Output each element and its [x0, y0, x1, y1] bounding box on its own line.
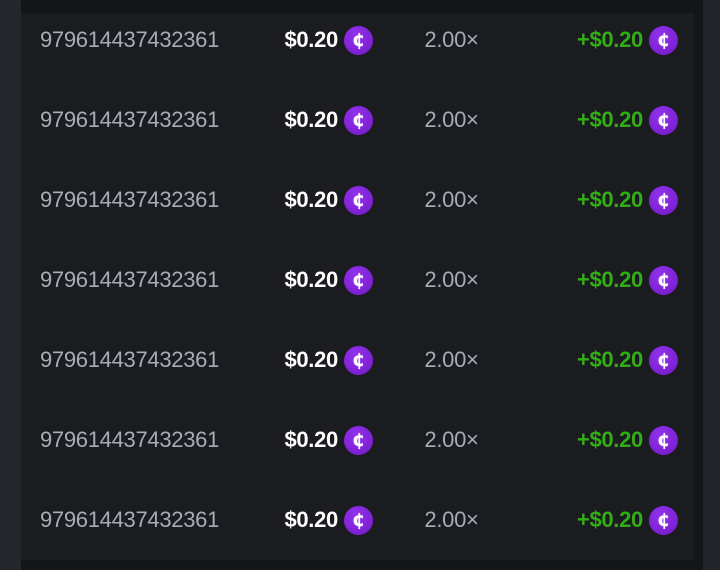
cent-coin-icon: ¢	[649, 105, 678, 135]
bet-multiplier: 2.00×	[424, 427, 479, 452]
bet-amount-value: $0.20	[284, 507, 338, 532]
bet-row[interactable]: 979614437432361 $0.20 ¢ 2.00× +$0.20 ¢	[21, 240, 694, 320]
cent-coin-icon: ¢	[649, 505, 678, 535]
bet-amount: $0.20 ¢	[245, 265, 373, 295]
bet-multiplier: 2.00×	[424, 507, 479, 532]
cent-coin-icon: ¢	[649, 265, 678, 295]
bet-id: 979614437432361	[40, 507, 220, 532]
bet-id: 979614437432361	[40, 427, 220, 452]
bet-multiplier: 2.00×	[424, 267, 479, 292]
bet-row[interactable]: 979614437432361 $0.20 ¢ 2.00× +$0.20 ¢	[21, 0, 694, 80]
bet-payout-value: +$0.20	[576, 267, 643, 292]
cent-coin-icon: ¢	[344, 25, 373, 55]
bet-payout: +$0.20 ¢	[530, 345, 678, 375]
cent-coin-icon: ¢	[344, 105, 373, 135]
cent-coin-icon: ¢	[344, 345, 373, 375]
bet-payout: +$0.20 ¢	[530, 425, 678, 455]
bet-row[interactable]: 979614437432361 $0.20 ¢ 2.00× +$0.20 ¢	[21, 400, 694, 480]
bet-amount: $0.20 ¢	[245, 105, 373, 135]
bet-amount-value: $0.20	[284, 427, 338, 452]
left-panel-edge	[0, 0, 21, 570]
bet-id: 979614437432361	[40, 267, 220, 292]
cent-coin-icon: ¢	[649, 185, 678, 215]
cent-coin-icon: ¢	[649, 25, 678, 55]
cent-coin-icon: ¢	[344, 185, 373, 215]
cent-coin-icon: ¢	[344, 505, 373, 535]
bet-multiplier: 2.00×	[424, 347, 479, 372]
table-top-inset	[21, 0, 694, 13]
bet-multiplier: 2.00×	[424, 27, 479, 52]
bet-payout: +$0.20 ¢	[530, 185, 678, 215]
bet-payout: +$0.20 ¢	[530, 105, 678, 135]
bet-payout-value: +$0.20	[576, 427, 643, 452]
bet-amount: $0.20 ¢	[245, 185, 373, 215]
bet-row[interactable]: 979614437432361 $0.20 ¢ 2.00× +$0.20 ¢	[21, 480, 694, 560]
bet-payout-value: +$0.20	[576, 107, 643, 132]
bet-row[interactable]: 979614437432361 $0.20 ¢ 2.00× +$0.20 ¢	[21, 160, 694, 240]
bet-payout: +$0.20 ¢	[530, 25, 678, 55]
bet-multiplier: 2.00×	[424, 107, 479, 132]
bet-amount: $0.20 ¢	[245, 345, 373, 375]
bet-amount: $0.20 ¢	[245, 425, 373, 455]
bet-payout-value: +$0.20	[576, 507, 643, 532]
bet-amount-value: $0.20	[284, 107, 338, 132]
bet-amount-value: $0.20	[284, 187, 338, 212]
bet-id: 979614437432361	[40, 347, 220, 372]
bet-multiplier: 2.00×	[424, 187, 479, 212]
cent-coin-icon: ¢	[649, 345, 678, 375]
bet-payout: +$0.20 ¢	[530, 265, 678, 295]
bet-id: 979614437432361	[40, 187, 220, 212]
bet-amount: $0.20 ¢	[245, 505, 373, 535]
right-panel-edge	[703, 0, 720, 570]
cent-coin-icon: ¢	[344, 425, 373, 455]
bet-payout-value: +$0.20	[576, 347, 643, 372]
bet-payout-value: +$0.20	[576, 187, 643, 212]
bet-payout-value: +$0.20	[576, 27, 643, 52]
bet-amount-value: $0.20	[284, 27, 338, 52]
cent-coin-icon: ¢	[344, 265, 373, 295]
bet-amount-value: $0.20	[284, 347, 338, 372]
bet-id: 979614437432361	[40, 27, 220, 52]
bet-id: 979614437432361	[40, 107, 220, 132]
bet-amount: $0.20 ¢	[245, 25, 373, 55]
bets-table: 979614437432361 $0.20 ¢ 2.00× +$0.20 ¢ 9…	[21, 0, 694, 570]
bet-amount-value: $0.20	[284, 267, 338, 292]
bet-row[interactable]: 979614437432361 $0.20 ¢ 2.00× +$0.20 ¢	[21, 80, 694, 160]
bet-payout: +$0.20 ¢	[530, 505, 678, 535]
bet-row[interactable]: 979614437432361 $0.20 ¢ 2.00× +$0.20 ¢	[21, 320, 694, 400]
cent-coin-icon: ¢	[649, 425, 678, 455]
